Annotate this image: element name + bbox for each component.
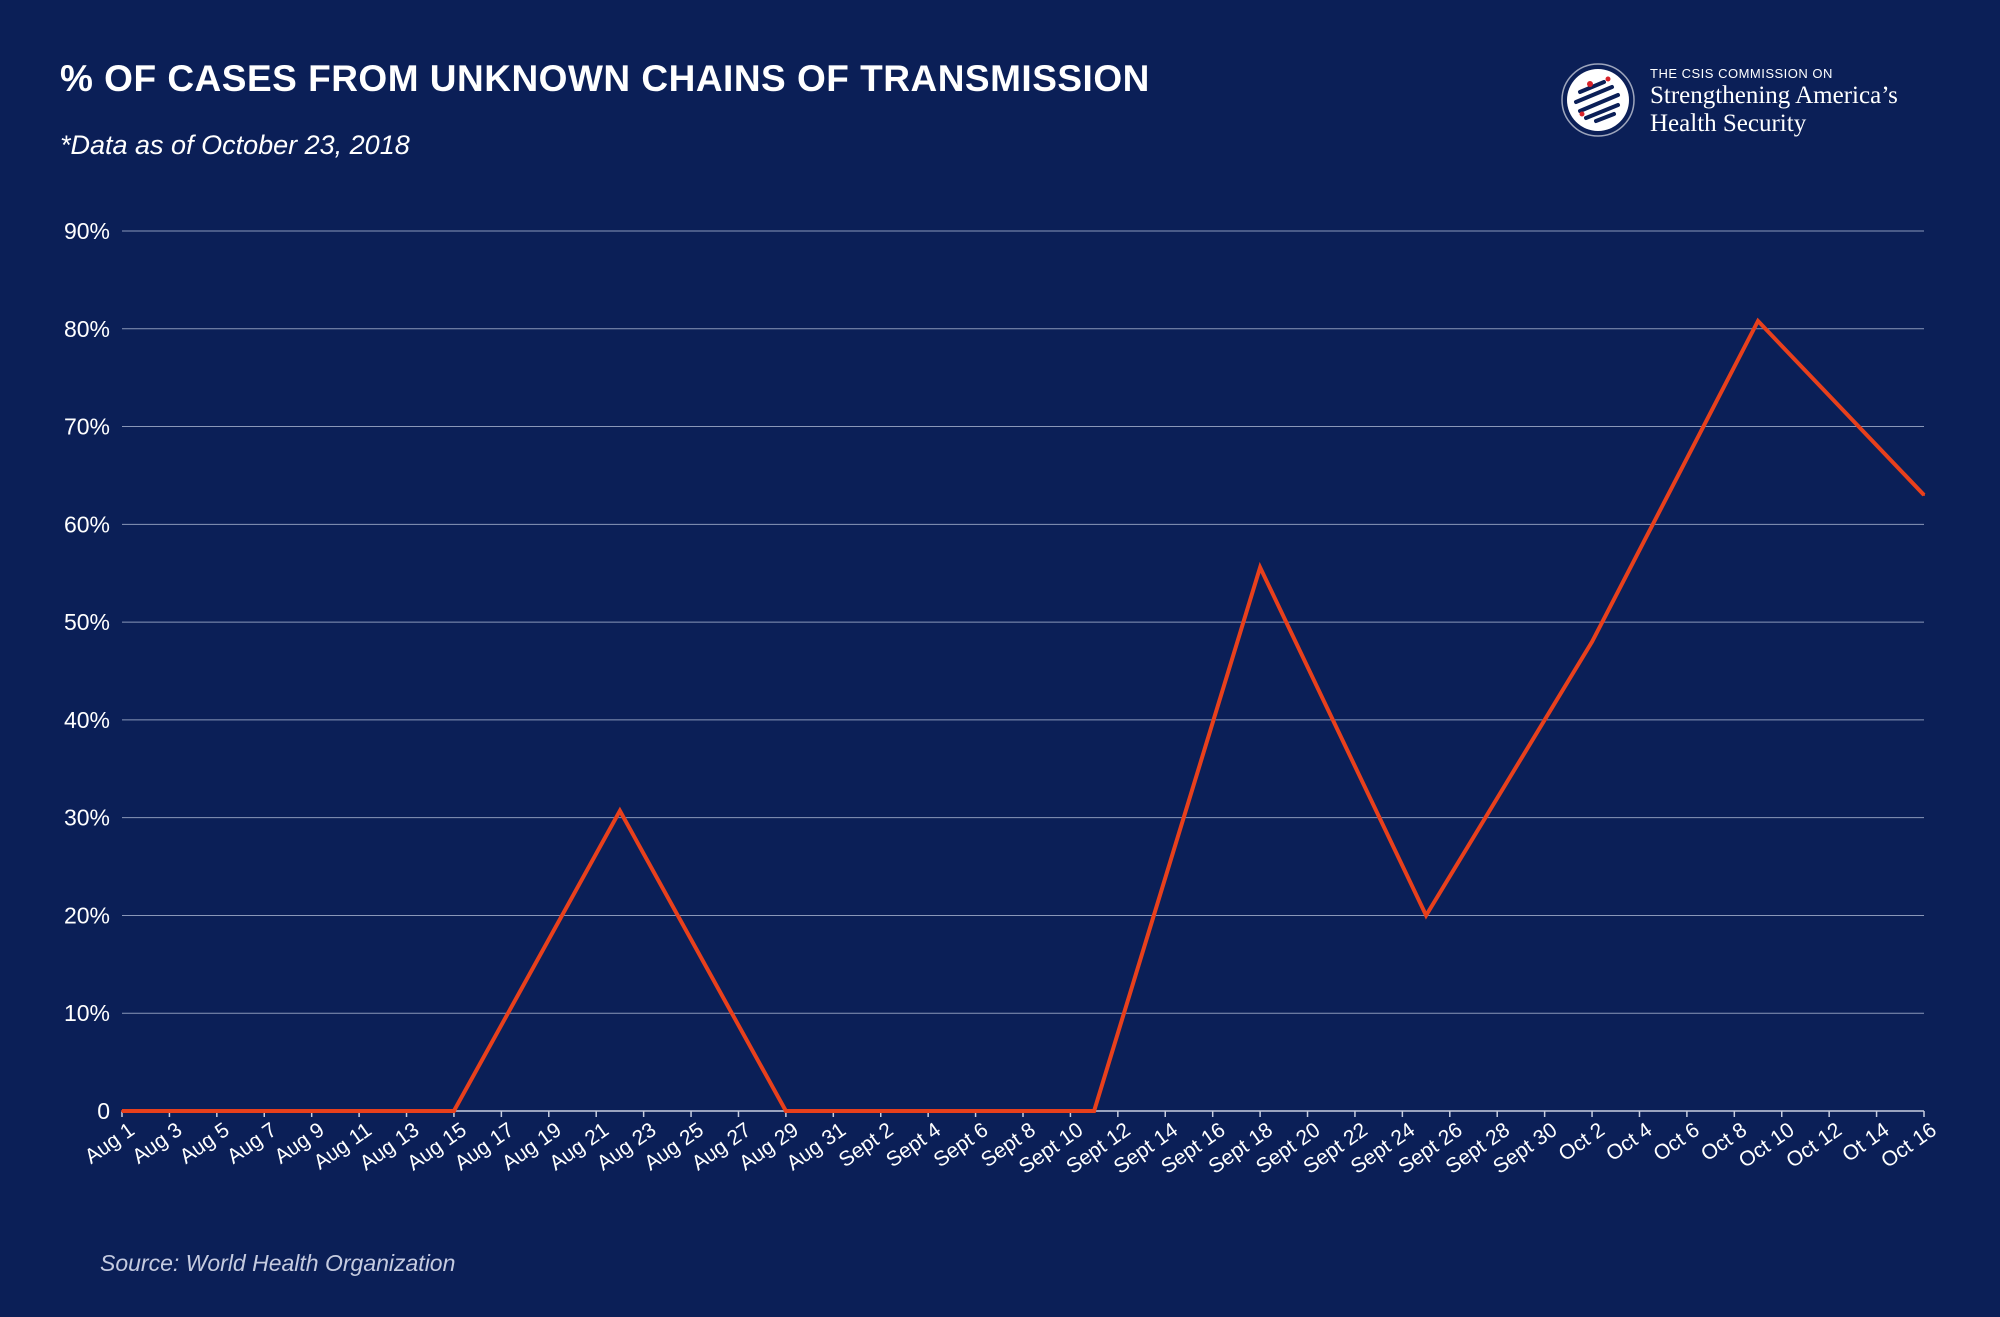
y-tick-label: 50%: [64, 609, 110, 635]
series: [121, 317, 1926, 1113]
x-tick-label: Aug 1: [81, 1118, 139, 1168]
y-tick-label: 60%: [64, 511, 110, 537]
csis-seal-icon: [1561, 63, 1635, 137]
y-tick-label: 0: [97, 1098, 110, 1124]
data-point: [1259, 566, 1262, 569]
y-tick-label: 30%: [64, 805, 110, 831]
y-tick-label: 10%: [64, 1000, 110, 1026]
logo-name-line2: Health Security: [1650, 110, 1807, 137]
x-tick-label: Sept 6: [930, 1118, 993, 1172]
y-tick-label: 40%: [64, 707, 110, 733]
x-tick-label: Oct 6: [1649, 1118, 1703, 1166]
x-tick-label: Oct 16: [1877, 1118, 1941, 1172]
csis-logo: THE CSIS COMMISSION ON Strengthening Ame…: [1560, 58, 1980, 148]
x-tick-label: Aug 3: [128, 1118, 186, 1168]
x-tick-label: Oct 2: [1555, 1118, 1609, 1166]
data-point: [121, 1110, 123, 1112]
y-axis: 0 10% 20% 30% 40% 50% 60% 70% 80% 90%: [64, 218, 110, 1124]
x-tick-label: Oct 12: [1782, 1118, 1846, 1172]
data-point: [1425, 914, 1428, 917]
data-point: [1757, 319, 1760, 322]
series-line: [122, 317, 1926, 1113]
y-tick-label: 20%: [64, 902, 110, 928]
chart-title: % OF CASES FROM UNKNOWN CHAINS OF TRANSM…: [60, 58, 1150, 99]
data-point: [1923, 494, 1925, 496]
x-tick-label: Sept 4: [882, 1118, 945, 1172]
logo-commission-text: THE CSIS COMMISSION ON: [1650, 66, 1833, 81]
x-tick-label: Aug 5: [176, 1118, 234, 1168]
x-tick-label: Sept 2: [835, 1118, 898, 1172]
data-point: [452, 1110, 455, 1112]
x-tick-label: Aug 7: [223, 1118, 281, 1168]
data-point: [618, 809, 621, 812]
source-note: Source: World Health Organization: [100, 1250, 456, 1276]
x-tick-label: Oct 4: [1602, 1118, 1657, 1166]
y-tick-label: 90%: [64, 218, 110, 244]
logo-name-line1: Strengthening America’s: [1650, 82, 1898, 109]
data-point: [1591, 640, 1594, 643]
data-point: [784, 1110, 787, 1112]
gridlines: [122, 230, 1924, 1112]
y-tick-label: 70%: [64, 414, 110, 440]
chart-subtitle: *Data as of October 23, 2018: [60, 130, 410, 160]
data-point: [1093, 1110, 1096, 1112]
y-tick-label: 80%: [64, 316, 110, 342]
